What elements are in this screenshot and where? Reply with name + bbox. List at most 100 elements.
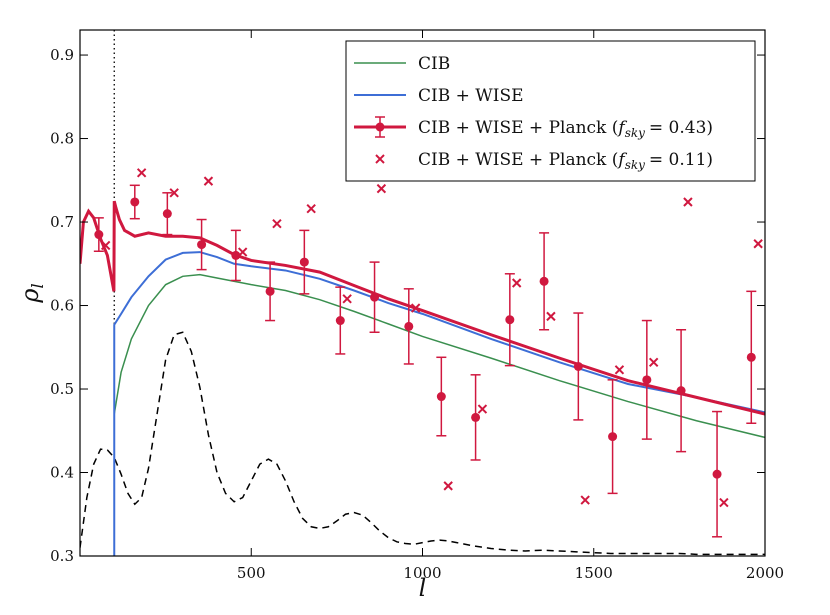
x-tick-label: 1500 [575, 564, 613, 582]
x-axis-label: l [419, 574, 427, 602]
data-point [197, 240, 207, 250]
data-point [436, 392, 446, 402]
x-marker-13 [546, 311, 556, 322]
errorbar-point-4 [230, 229, 241, 282]
errorbar-point-5 [265, 261, 276, 322]
data-point [642, 375, 652, 385]
errorbar-point-11 [470, 374, 481, 461]
series-line-cib-wise-planck [80, 200, 765, 416]
legend-label-value: = 0.11) [649, 150, 713, 170]
data-point [231, 250, 241, 260]
x-marker-11 [477, 404, 488, 414]
errorbar-point-9 [403, 288, 414, 365]
errorbar-point-7 [335, 286, 346, 355]
errorbar-point-10 [436, 356, 447, 437]
x-marker-18 [719, 497, 729, 508]
x-marker-14 [580, 495, 590, 505]
y-tick-label: 0.6 [50, 297, 74, 315]
errorbar-point-12 [504, 273, 515, 367]
data-point [404, 321, 414, 331]
errorbar-point-1 [129, 184, 140, 220]
x-marker-3 [203, 176, 214, 186]
x-marker-8 [376, 183, 387, 194]
x-marker-1 [136, 168, 147, 178]
x-marker-6 [306, 203, 316, 214]
legend-label-sky: sky [625, 158, 645, 172]
y-tick-label: 0.5 [50, 380, 74, 398]
y-tick-label: 0.4 [50, 464, 74, 482]
data-point [539, 276, 549, 286]
y-axis-label-subscript: l [28, 283, 47, 288]
errorbar-point-2 [162, 192, 173, 236]
legend-label-text: CIB + WISE + Planck ( [418, 150, 618, 170]
data-point [608, 432, 618, 442]
data-point [130, 197, 140, 207]
x-marker-12 [511, 278, 522, 288]
legend-label-value: = 0.43) [649, 118, 713, 138]
data-point [471, 412, 481, 422]
errorbar-point-13 [539, 232, 550, 331]
data-point [712, 469, 722, 479]
data-point [335, 316, 345, 326]
legend-label-f: f [616, 118, 627, 138]
y-tick-label: 0.8 [50, 130, 74, 148]
dashed-reference-line [80, 331, 765, 556]
x-marker-16 [648, 357, 659, 368]
legend-item-1: CIB + WISE [354, 86, 524, 106]
y-tick-label: 0.7 [50, 213, 74, 231]
errorbar-point-15 [607, 379, 618, 495]
legend-swatch-dot [375, 122, 385, 132]
errorbar-point-0 [93, 217, 104, 253]
legend-label-text: CIB + WISE + Planck ( [418, 118, 618, 138]
data-point [265, 286, 275, 296]
x-marker-15 [614, 365, 625, 375]
legend-item-3: CIB + WISE + Planck (fsky = 0.11) [375, 150, 713, 172]
errorbar-point-8 [369, 261, 380, 333]
x-marker-10 [443, 481, 453, 491]
data-point [573, 361, 583, 371]
legend-item-0: CIB [354, 54, 450, 74]
legend-label-sky: sky [625, 126, 645, 140]
x-marker-2 [169, 188, 179, 198]
x-marker-19 [753, 239, 763, 249]
data-point [299, 257, 309, 267]
data-point [505, 315, 515, 325]
data-point [676, 386, 686, 396]
errorbar-point-14 [573, 312, 584, 421]
errorbar-point-18 [712, 410, 723, 538]
data-point [162, 209, 172, 219]
data-point [746, 352, 756, 362]
y-axis-label: ρl [16, 283, 47, 303]
errorbar-point-3 [196, 218, 207, 271]
data-point [370, 292, 380, 302]
plot-area [80, 30, 765, 556]
errorbar-point-16 [641, 319, 652, 440]
legend-label: CIB [418, 54, 450, 74]
x-marker-7 [342, 294, 352, 304]
x-tick-label: 1000 [403, 564, 441, 582]
series-line-cib-wise [113, 251, 765, 556]
x-tick-label: 2000 [746, 564, 784, 582]
legend-item-2: CIB + WISE + Planck (fsky = 0.43) [354, 116, 713, 140]
y-tick-label: 0.3 [50, 547, 74, 565]
data-point [94, 230, 104, 240]
x-marker-4 [237, 247, 248, 257]
legend-label: CIB + WISE [418, 86, 524, 106]
legend-swatch-x [375, 154, 385, 164]
x-tick-label: 500 [237, 564, 266, 582]
y-tick-label: 0.9 [50, 46, 74, 64]
x-marker-9 [410, 303, 421, 313]
legend-label-text: CIB + WISE [418, 86, 524, 106]
legend-label: CIB + WISE + Planck (fsky = 0.43) [418, 118, 713, 140]
legend-label-text: CIB [418, 54, 450, 74]
legend-label-f: f [616, 150, 627, 170]
errorbar-point-19 [746, 290, 757, 424]
x-marker-5 [272, 218, 282, 229]
x-marker-17 [683, 197, 693, 207]
x-marker-0 [100, 240, 111, 251]
errorbar-point-17 [676, 328, 687, 453]
legend-label: CIB + WISE + Planck (fsky = 0.11) [418, 150, 713, 172]
